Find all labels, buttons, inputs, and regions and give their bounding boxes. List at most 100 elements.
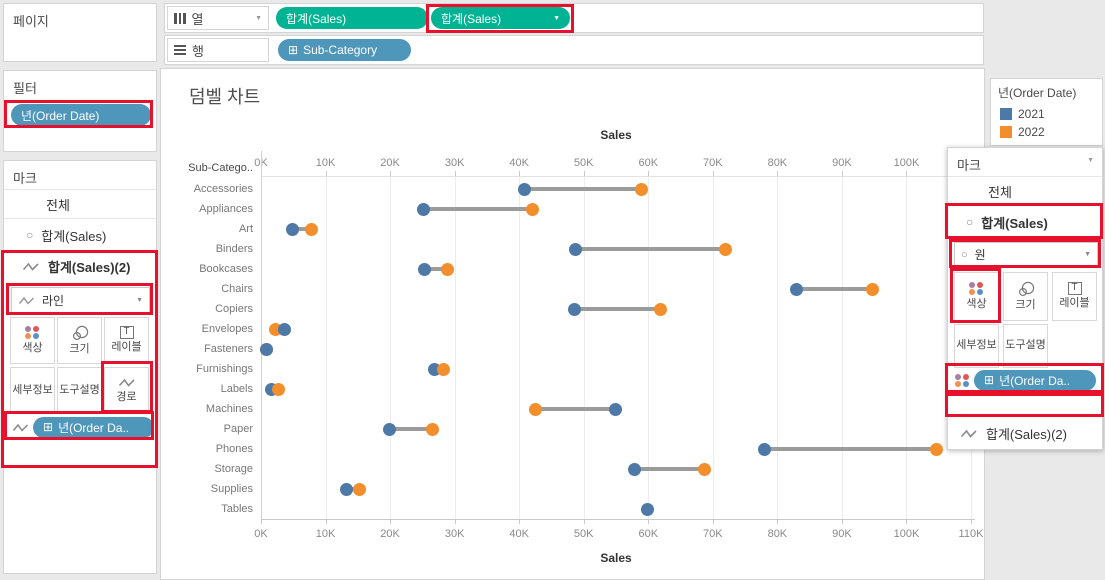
size-button[interactable]: 크기 <box>1003 272 1048 321</box>
chevron-down-icon[interactable]: ▼ <box>1084 251 1091 258</box>
data-point-Bookcases-2022[interactable] <box>441 262 455 276</box>
columns-shelf-text: 열 <box>191 11 204 27</box>
legend-item-2022[interactable]: 2022 <box>1000 125 1102 139</box>
category-label-Art[interactable]: Art <box>238 223 253 235</box>
category-label-Paper[interactable]: Paper <box>223 423 253 435</box>
data-point-Appliances-2022[interactable] <box>525 202 539 216</box>
category-label-Tables[interactable]: Tables <box>221 503 253 515</box>
data-point-Storage-2022[interactable] <box>697 462 711 476</box>
connector-line-Appliances[interactable] <box>423 207 533 211</box>
category-label-Furnishings[interactable]: Furnishings <box>196 363 253 375</box>
data-point-Paper-2022[interactable] <box>426 422 440 436</box>
marks-left-year-pill[interactable]: ⊞ 년(Order Da.. <box>33 416 154 438</box>
expand-plus-icon[interactable]: ⊞ <box>984 373 995 387</box>
data-point-Art-2021[interactable] <box>286 222 300 236</box>
marks-left-layer-sales[interactable]: ○ 합계(Sales) <box>4 221 156 249</box>
row-axis-line <box>261 151 262 519</box>
connector-line-Copiers[interactable] <box>574 307 661 311</box>
marks-right-layer-sales2[interactable]: 합계(Sales)(2) <box>948 420 1102 446</box>
data-point-Phones-2021[interactable] <box>757 442 771 456</box>
data-point-Chairs-2021[interactable] <box>789 282 803 296</box>
size-button[interactable]: 크기 <box>57 317 102 364</box>
axis-tick <box>519 171 521 176</box>
category-label-Phones[interactable]: Phones <box>215 443 253 455</box>
data-point-Paper-2021[interactable] <box>382 422 396 436</box>
chevron-down-icon[interactable]: ▼ <box>136 297 143 304</box>
data-point-Art-2022[interactable] <box>304 222 318 236</box>
data-point-Machines-2021[interactable] <box>609 402 623 416</box>
data-point-Bookcases-2021[interactable] <box>417 262 431 276</box>
connector-line-Art[interactable] <box>292 227 312 231</box>
row-axis-header[interactable]: Sub-Catego.. <box>188 162 253 174</box>
category-label-Storage[interactable]: Storage <box>214 463 253 475</box>
data-point-Machines-2022[interactable] <box>529 402 543 416</box>
bottom-axis-tick-label: 90K <box>832 528 852 540</box>
axis-tick <box>841 519 843 524</box>
marks-left-layer-all[interactable]: 전체 <box>4 191 156 217</box>
color-button[interactable]: 색상 <box>10 317 55 364</box>
data-point-Accessories-2022[interactable] <box>634 182 648 196</box>
detail-button[interactable]: 세부정보 <box>10 367 55 414</box>
mark-type-dropdown-line[interactable]: 라인 ▼ <box>11 287 150 314</box>
connector-line-Machines[interactable] <box>535 407 616 411</box>
connector-line-Chairs[interactable] <box>796 287 873 291</box>
data-point-Supplies-2022[interactable] <box>352 482 366 496</box>
data-point-Storage-2021[interactable] <box>628 462 642 476</box>
data-point-Fasteners-2021[interactable] <box>260 342 274 356</box>
mark-type-dropdown-circle[interactable]: ○ 원 ▼ <box>954 242 1098 267</box>
category-label-Appliances[interactable]: Appliances <box>199 203 253 215</box>
category-label-Copiers[interactable]: Copiers <box>215 303 253 315</box>
connector-line-Bookcases[interactable] <box>424 267 448 271</box>
chevron-down-icon[interactable]: ▼ <box>255 14 262 22</box>
data-point-Appliances-2021[interactable] <box>416 202 430 216</box>
category-label-Bookcases[interactable]: Bookcases <box>199 263 253 275</box>
data-point-Binders-2022[interactable] <box>718 242 732 256</box>
marks-right-layer-sales[interactable]: ○ 합계(Sales) <box>948 208 1102 236</box>
data-point-Supplies-2021[interactable] <box>339 482 353 496</box>
columns-shelf-label[interactable]: 열 ▼ <box>167 6 269 30</box>
detail-button[interactable]: 세부정보 <box>954 324 999 368</box>
tooltip-button[interactable]: 도구설명 <box>1003 324 1048 368</box>
label-button[interactable]: T 레이블 <box>104 317 149 364</box>
label-button[interactable]: T 레이블 <box>1052 272 1097 321</box>
filter-pill-year-order-date[interactable]: 년(Order Date) <box>11 104 151 126</box>
marks-right-layer-all[interactable]: 전체 <box>948 178 1102 204</box>
connector-line-Phones[interactable] <box>764 447 937 451</box>
columns-pill-sum-sales-1[interactable]: 합계(Sales) <box>276 7 428 29</box>
data-point-Furnishings-2022[interactable] <box>436 362 450 376</box>
data-point-Binders-2021[interactable] <box>569 242 583 256</box>
rows-shelf-label[interactable]: 행 <box>167 38 269 62</box>
expand-plus-icon[interactable]: ⊞ <box>288 43 299 57</box>
category-label-Accessories[interactable]: Accessories <box>193 183 253 195</box>
data-point-Envelopes-2021[interactable] <box>278 322 292 336</box>
category-label-Labels[interactable]: Labels <box>220 383 253 395</box>
legend-item-2021[interactable]: 2021 <box>1000 107 1102 121</box>
data-point-Phones-2022[interactable] <box>930 442 944 456</box>
data-point-Copiers-2021[interactable] <box>568 302 582 316</box>
category-label-Machines[interactable]: Machines <box>205 403 253 415</box>
category-label-Supplies[interactable]: Supplies <box>210 483 253 495</box>
chevron-down-icon[interactable]: ▼ <box>553 14 560 22</box>
category-label-Binders[interactable]: Binders <box>215 243 253 255</box>
connector-line-Paper[interactable] <box>389 427 433 431</box>
connector-line-Storage[interactable] <box>634 467 705 471</box>
data-point-Chairs-2022[interactable] <box>866 282 880 296</box>
category-label-Chairs[interactable]: Chairs <box>221 283 253 295</box>
rows-pill-sub-category[interactable]: ⊞ Sub-Category <box>278 39 411 61</box>
color-button[interactable]: 색상 <box>954 272 999 321</box>
chevron-down-icon[interactable]: ▼ <box>1087 157 1094 164</box>
marks-right-year-pill[interactable]: ⊞ 년(Order Da.. <box>974 369 1096 391</box>
tooltip-button[interactable]: 도구설명 <box>57 367 102 414</box>
connector-line-Accessories[interactable] <box>524 187 642 191</box>
expand-plus-icon[interactable]: ⊞ <box>43 420 54 434</box>
category-label-Fasteners[interactable]: Fasteners <box>204 343 253 355</box>
path-button[interactable]: 경로 <box>104 367 149 414</box>
data-point-Tables-2021[interactable] <box>641 502 655 516</box>
marks-left-layer-sales2[interactable]: 합계(Sales)(2) <box>4 254 156 278</box>
data-point-Copiers-2022[interactable] <box>654 302 668 316</box>
connector-line-Binders[interactable] <box>575 247 726 251</box>
columns-pill-sum-sales-2[interactable]: 합계(Sales) ▼ <box>431 7 570 29</box>
data-point-Labels-2022[interactable] <box>271 382 285 396</box>
data-point-Accessories-2021[interactable] <box>517 182 531 196</box>
category-label-Envelopes[interactable]: Envelopes <box>201 323 253 335</box>
